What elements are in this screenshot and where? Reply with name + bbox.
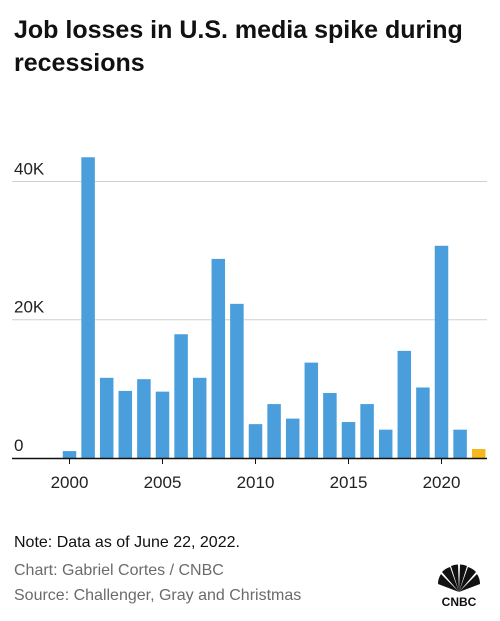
y-tick-label: 20K (14, 298, 45, 317)
logo-text: CNBC (442, 595, 477, 608)
x-tick-label: 2020 (423, 473, 461, 492)
bars (62, 157, 486, 458)
bar-2018 (397, 350, 412, 458)
bar-2004 (137, 379, 151, 458)
bar-2010 (248, 424, 263, 458)
bar-2014 (323, 393, 337, 458)
y-tick-label: 0 (14, 436, 23, 455)
bar-2009 (230, 303, 244, 458)
chart-credit: Chart: Gabriel Cortes / CNBC (14, 562, 224, 579)
x-tick-label: 2010 (237, 473, 275, 492)
bar-2007 (192, 377, 207, 458)
bar-2013 (304, 362, 319, 458)
chart-source: Source: Challenger, Gray and Christmas (14, 587, 302, 604)
peacock-logo-icon: CNBC (437, 564, 481, 608)
bar-2021 (453, 429, 467, 458)
bar-2011 (267, 404, 281, 458)
y-axis-ticks: 0 20K 40K (14, 159, 45, 455)
x-axis-ticks: 2000 2005 2010 2015 2020 (51, 458, 461, 492)
bar-2019 (416, 387, 430, 458)
bar-2001 (81, 157, 95, 458)
bar-2017 (378, 429, 393, 458)
bar-2000 (62, 451, 77, 458)
y-tick-label: 40K (14, 159, 45, 178)
bar-2020 (434, 245, 449, 458)
bar-2016 (360, 404, 374, 458)
bar-chart: 0 20K 40K 2000 2005 2010 2015 2020 (12, 157, 487, 492)
bar-2003 (118, 390, 133, 458)
bar-2006 (174, 334, 188, 458)
chart-title: Job losses in U.S. media spike during re… (14, 16, 463, 77)
x-tick-label: 2000 (51, 473, 89, 492)
chart-note: Note: Data as of June 22, 2022. (14, 534, 240, 551)
bar-2012 (285, 418, 300, 458)
bar-2002 (99, 377, 114, 458)
bar-2005 (155, 391, 170, 458)
x-tick-label: 2005 (144, 473, 182, 492)
bar-2015 (341, 422, 356, 458)
x-tick-label: 2015 (330, 473, 368, 492)
bar-2008 (211, 258, 226, 458)
bar-2022 (471, 449, 486, 458)
